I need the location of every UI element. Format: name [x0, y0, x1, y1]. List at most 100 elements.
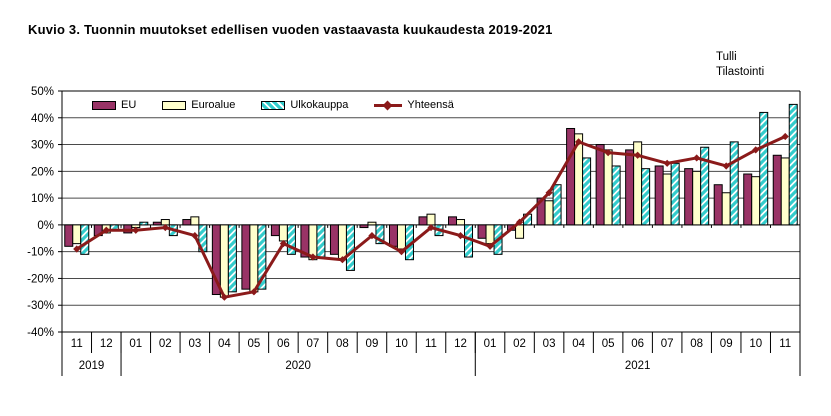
yhteensa-marker-2 [132, 226, 140, 234]
yhteensa-marker-8 [309, 253, 317, 261]
bar-eu-11 [388, 224, 398, 247]
bar-ulkokauppa-10 [375, 224, 385, 245]
bar-eu-23 [743, 173, 753, 226]
bar-eu-0 [64, 224, 74, 247]
yhteensa-swatch [374, 100, 403, 110]
yhteensa-marker-24 [781, 132, 789, 141]
x-month-label: 04 [218, 338, 231, 350]
yhteensa-marker-3 [161, 223, 169, 232]
source-attribution: Tulli Tilastointi [716, 50, 764, 80]
bar-ulkokauppa-7 [286, 224, 296, 255]
bar-euroalue-10 [367, 221, 377, 226]
x-month-label: 09 [720, 338, 733, 350]
bar-euroalue-24 [780, 157, 790, 226]
bar-ulkokauppa-0 [80, 224, 90, 255]
x-month-label: 10 [395, 338, 408, 350]
yhteensa-marker-18 [604, 148, 612, 157]
x-month-label: 05 [602, 338, 615, 350]
x-month-label: 01 [129, 338, 142, 350]
bar-ulkokauppa-17 [582, 157, 592, 226]
bar-euroalue-0 [72, 224, 82, 245]
y-tick-label: 0% [37, 220, 54, 232]
eu-swatch [92, 100, 116, 110]
yhteensa-marker-22 [722, 162, 730, 170]
x-month-label: 02 [513, 338, 526, 350]
bar-euroalue-16 [544, 200, 554, 226]
source-line-2: Tilastointi [716, 66, 765, 78]
bar-eu-18 [595, 144, 605, 226]
y-tick-label: -20% [27, 273, 54, 285]
yhteensa-marker-20 [663, 159, 671, 167]
x-axis-labels: 11 12 01 02 03 04 05 06 07 08 09 10 11 12 01 02 03 04 05 06… [61, 332, 801, 376]
bar-eu-10 [359, 224, 369, 229]
y-tick-label: 40% [31, 113, 54, 125]
bar-eu-9 [329, 224, 339, 255]
legend-label-ulkokauppa: Ulkokauppa [290, 99, 349, 111]
bar-euroalue-21 [692, 170, 702, 226]
x-month-label: 09 [366, 338, 379, 350]
y-tick-label: 10% [31, 193, 54, 205]
yhteensa-marker-13 [456, 232, 465, 240]
bar-eu-19 [625, 149, 635, 226]
yhteensa-marker-9 [338, 256, 347, 264]
euroalue-swatch [162, 100, 187, 110]
bar-euroalue-20 [662, 173, 672, 226]
ulkokauppa-swatch [261, 100, 286, 110]
bar-ulkokauppa-9 [345, 224, 355, 271]
x-month-label: 11 [779, 338, 791, 350]
bar-euroalue-9 [337, 224, 347, 261]
x-month-label: 07 [661, 338, 674, 350]
y-tick-label: -40% [27, 327, 54, 339]
yhteensa-marker-0 [73, 245, 81, 253]
y-tick-label: 50% [31, 86, 54, 98]
legend-item-eu: EU [92, 99, 136, 111]
x-year-label-2021: 2021 [625, 360, 651, 372]
legend-label-eu: EU [121, 99, 137, 111]
x-month-label: 03 [543, 338, 556, 350]
yhteensa-line-series [73, 132, 789, 301]
x-year-label-2020: 2020 [285, 360, 311, 372]
bar-ulkokauppa-21 [700, 146, 710, 226]
bar-ulkokauppa-22 [729, 141, 739, 226]
yhteensa-marker-5 [220, 293, 228, 301]
x-month-label: 06 [631, 338, 644, 350]
x-year-label-2019: 2019 [79, 360, 105, 372]
x-month-label: 12 [454, 338, 467, 350]
bar-euroalue-23 [751, 176, 761, 226]
x-month-label: 07 [307, 338, 320, 350]
yhteensa-marker-7 [279, 240, 287, 248]
y-tick-label: -10% [27, 247, 54, 259]
x-month-label: 12 [100, 338, 113, 350]
bar-eu-22 [713, 184, 723, 226]
yhteensa-marker-11 [397, 248, 406, 256]
bar-euroalue-14 [485, 224, 495, 245]
chart-legend: EU Euroalue Ulkokauppa Yhteensä [92, 99, 454, 111]
bar-ulkokauppa-19 [641, 168, 651, 226]
bar-eu-17 [566, 127, 576, 226]
bar-euroalue-13 [456, 219, 466, 226]
bar-eu-14 [477, 224, 487, 239]
bar-euroalue-15 [515, 224, 525, 239]
yhteensa-marker-6 [250, 288, 258, 296]
x-month-label: 11 [71, 338, 83, 350]
bar-eu-12 [418, 216, 428, 226]
chart-title: Kuvio 3. Tuonnin muutokset edellisen vuo… [28, 22, 553, 37]
bar-euroalue-6 [249, 224, 259, 293]
bar-euroalue-22 [721, 192, 731, 226]
yhteensa-marker-12 [427, 223, 435, 232]
bar-ulkokauppa-2 [139, 221, 149, 226]
yhteensa-marker-1 [102, 226, 110, 234]
x-month-label: 03 [188, 338, 201, 350]
yhteensa-marker-23 [752, 146, 760, 154]
x-month-label: 05 [247, 338, 260, 350]
yhteensa-marker-16 [545, 189, 553, 197]
y-tick-label: -30% [27, 300, 54, 312]
bar-ulkokauppa-16 [552, 184, 562, 226]
x-month-label: 08 [336, 338, 349, 350]
bar-ulkokauppa-6 [257, 224, 267, 290]
x-month-label: 02 [159, 338, 172, 350]
bar-eu-21 [684, 168, 694, 226]
bar-eu-20 [654, 165, 664, 226]
legend-item-yhteensa: Yhteensä [374, 99, 454, 111]
